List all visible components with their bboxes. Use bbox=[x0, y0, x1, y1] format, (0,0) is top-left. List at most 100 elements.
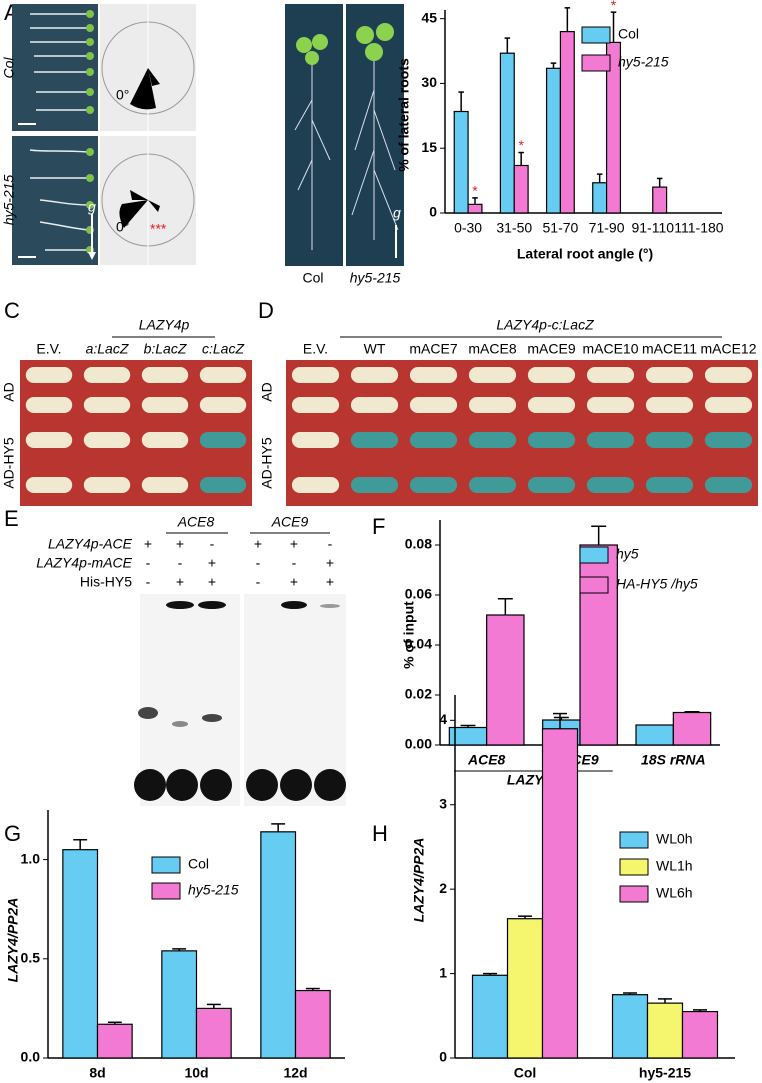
bar bbox=[605, 41, 622, 214]
legend-swatch bbox=[151, 882, 181, 900]
row-label: AD-HY5 bbox=[259, 437, 275, 489]
y-axis-label: LAZY4/PP2A bbox=[411, 838, 427, 923]
yeast-colony bbox=[586, 477, 635, 493]
yeast-colony bbox=[350, 367, 399, 383]
yeast-colony bbox=[350, 477, 399, 493]
condition-mark: + bbox=[326, 555, 334, 571]
yeast-colony bbox=[83, 432, 131, 448]
y-tick-label: 0.02 bbox=[405, 686, 432, 702]
yeast-colony bbox=[83, 397, 131, 413]
bar bbox=[611, 994, 649, 1059]
angle-label: 0° bbox=[116, 87, 129, 103]
condition-mark: - bbox=[146, 555, 151, 571]
legend-swatch bbox=[581, 54, 611, 72]
seedling-photo bbox=[12, 4, 98, 131]
yeast-colony bbox=[704, 477, 753, 493]
legend-label: WL1h bbox=[656, 858, 693, 874]
y-tick-label: 1.0 bbox=[21, 850, 41, 866]
yeast-colony bbox=[25, 432, 73, 448]
y-tick-label: 15 bbox=[421, 139, 437, 155]
yeast-colony bbox=[291, 477, 340, 493]
bar bbox=[486, 614, 525, 746]
yeast-colony bbox=[468, 397, 517, 413]
y-tick-label: 0.0 bbox=[21, 1049, 41, 1065]
column-label: E.V. bbox=[303, 341, 328, 357]
yeast-colony bbox=[704, 432, 753, 448]
yeast-colony bbox=[645, 477, 694, 493]
legend-label: WL6h bbox=[656, 885, 693, 901]
bar bbox=[545, 67, 562, 214]
bar bbox=[513, 164, 529, 214]
significance: * bbox=[611, 0, 617, 13]
y-tick-label: 0.08 bbox=[405, 536, 432, 552]
yeast-colony bbox=[350, 397, 399, 413]
condition-mark: - bbox=[328, 536, 333, 552]
x-tick-label: Col bbox=[514, 1065, 537, 1081]
significance: * bbox=[518, 137, 524, 153]
row-label: LAZY4p-ACE bbox=[48, 536, 133, 552]
column-label: mACE12 bbox=[700, 341, 756, 357]
legend-swatch bbox=[581, 26, 611, 44]
yeast-colony bbox=[704, 397, 753, 413]
legend-label: HA-HY5 /hy5 bbox=[616, 576, 698, 592]
yeast-colony bbox=[527, 432, 576, 448]
significance: *** bbox=[150, 221, 167, 237]
column-label: c:LacZ bbox=[202, 341, 244, 357]
column-label: a:LacZ bbox=[86, 341, 129, 357]
yeast-colony bbox=[25, 397, 73, 413]
bar bbox=[499, 52, 515, 214]
y-tick-label: 4 bbox=[439, 711, 447, 727]
yeast-colony bbox=[468, 432, 517, 448]
yeast-colony bbox=[645, 432, 694, 448]
panel-label: G bbox=[4, 821, 21, 846]
yeast-colony bbox=[83, 477, 131, 493]
x-tick-label: 111-180 bbox=[674, 220, 724, 236]
column-label: b:LacZ bbox=[144, 341, 187, 357]
y-tick-label: 0.06 bbox=[405, 586, 432, 602]
bar bbox=[672, 711, 712, 746]
y-tick-label: 3 bbox=[439, 795, 447, 811]
yeast-colony bbox=[704, 367, 753, 383]
column-label: mACE8 bbox=[468, 341, 516, 357]
x-tick-label: 91-110 bbox=[631, 220, 674, 236]
polar-histogram bbox=[130, 68, 160, 110]
shoot bbox=[296, 23, 394, 65]
seedling-photo bbox=[285, 4, 343, 266]
x-tick-label: 71-90 bbox=[589, 220, 625, 236]
x-tick-label: 51-70 bbox=[543, 220, 579, 236]
bar bbox=[453, 110, 469, 214]
genotype-label: Col bbox=[302, 270, 323, 286]
yeast-colony bbox=[409, 477, 458, 493]
bar bbox=[652, 186, 668, 214]
x-tick-label: ACE8 bbox=[467, 752, 506, 768]
genotype-label: hy5-215 bbox=[350, 270, 401, 286]
panel-label: C bbox=[4, 298, 20, 323]
condition-mark: - bbox=[178, 555, 183, 571]
condition-mark: + bbox=[208, 574, 216, 590]
legend-label: hy5 bbox=[616, 546, 639, 562]
bar bbox=[541, 728, 579, 1059]
yeast-colony bbox=[291, 432, 340, 448]
probe-label: ACE9 bbox=[271, 514, 309, 530]
condition-mark: + bbox=[208, 555, 216, 571]
yeast-colony bbox=[586, 432, 635, 448]
root bbox=[294, 60, 331, 250]
column-label: mACE10 bbox=[582, 341, 638, 357]
root bbox=[351, 60, 399, 240]
bar bbox=[260, 831, 297, 1059]
yeast-colony bbox=[199, 367, 247, 383]
gravity-arrow-head bbox=[88, 252, 96, 260]
panel-label: E bbox=[4, 506, 19, 531]
x-tick-label: 0-30 bbox=[454, 220, 482, 236]
yeast-colony bbox=[409, 397, 458, 413]
bar bbox=[62, 849, 99, 1059]
legend-swatch bbox=[579, 576, 609, 594]
bar bbox=[579, 544, 618, 746]
legend-label: hy5-215 bbox=[618, 54, 669, 70]
yeast-colony bbox=[141, 477, 189, 493]
legend-label: hy5-215 bbox=[188, 882, 239, 898]
y-tick-label: 45 bbox=[421, 9, 437, 25]
x-tick-label: 18S rRNA bbox=[641, 752, 706, 768]
y-tick-label: 0.00 bbox=[405, 736, 432, 752]
